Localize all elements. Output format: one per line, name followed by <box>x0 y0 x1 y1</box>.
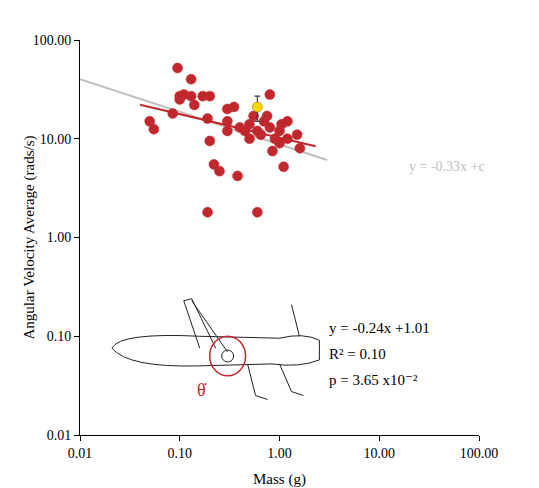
svg-text:100.00: 100.00 <box>33 33 72 48</box>
svg-text:0.10: 0.10 <box>168 446 193 461</box>
svg-text:10.00: 10.00 <box>364 446 396 461</box>
svg-text:0.01: 0.01 <box>68 446 93 461</box>
svg-text:100.00: 100.00 <box>460 446 499 461</box>
svg-text:Angular Velocity Average (rads: Angular Velocity Average (rads/s) <box>21 136 38 340</box>
svg-text:1.00: 1.00 <box>267 446 292 461</box>
svg-text:y = -0.33x +c: y = -0.33x +c <box>409 159 485 174</box>
svg-text:θ̇: θ̇ <box>197 380 207 400</box>
svg-text:0.01: 0.01 <box>47 428 72 443</box>
svg-text:0.10: 0.10 <box>47 329 72 344</box>
svg-text:Mass (g): Mass (g) <box>253 471 306 488</box>
svg-text:R² = 0.10: R² = 0.10 <box>329 346 386 362</box>
svg-text:1.00: 1.00 <box>47 230 72 245</box>
svg-text:y = -0.24x +1.01: y = -0.24x +1.01 <box>329 320 430 336</box>
svg-text:p = 3.65 x10⁻²: p = 3.65 x10⁻² <box>329 372 418 388</box>
svg-text:10.00: 10.00 <box>40 132 72 147</box>
